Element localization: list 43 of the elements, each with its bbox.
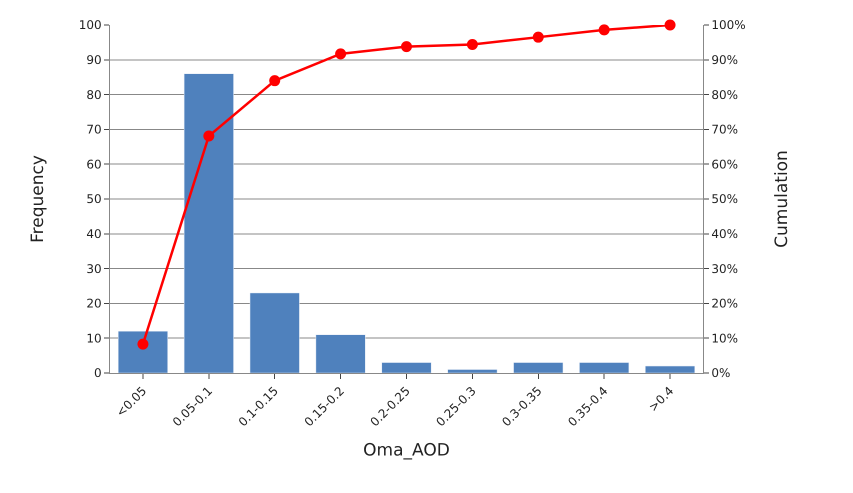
y-tick-label: 30 (86, 262, 102, 276)
bar (579, 362, 630, 373)
y2-tick-label: 70% (711, 122, 738, 137)
y2-tick-label: 10% (711, 331, 738, 346)
point (401, 41, 412, 52)
y-tick-label: 40 (86, 227, 102, 241)
y2-tick-label: 90% (711, 53, 738, 67)
y2-tick-label: 20% (711, 296, 738, 311)
y-tick-label: 70 (86, 122, 102, 137)
y-tick-label: 20 (86, 296, 102, 311)
bar (447, 369, 498, 373)
point (466, 38, 478, 50)
y2-tick-label: 80% (711, 88, 738, 102)
bar (184, 73, 234, 373)
point (137, 338, 148, 350)
point (203, 130, 214, 142)
y2-tick-label: 60% (711, 157, 738, 172)
y2-tick-label: 40% (711, 227, 738, 241)
bar (118, 330, 168, 373)
y-tick-label: 80 (86, 88, 102, 102)
y2-tick-label: 30% (711, 262, 738, 276)
y-tick-label: 0 (94, 366, 102, 380)
y-tick-label: 100 (78, 18, 102, 32)
point (269, 75, 280, 86)
bar (316, 334, 366, 373)
y-tick-label: 10 (86, 331, 102, 346)
y2-tick-label: 0% (711, 366, 730, 380)
point (664, 20, 676, 30)
bar (382, 362, 432, 373)
bar (645, 366, 696, 373)
y-tick-label: 50 (86, 192, 102, 206)
point (335, 48, 346, 60)
y2-tick-label: 100% (711, 18, 746, 32)
bar (250, 292, 300, 373)
y2-axis-title: Cumulation (772, 150, 792, 248)
point (598, 24, 610, 36)
y-tick-label: 90 (86, 53, 102, 67)
bar (513, 362, 564, 373)
x-axis-title: Oma_AOD (363, 440, 450, 461)
point (532, 32, 544, 43)
y2-tick-label: 50% (711, 192, 738, 206)
y-axis-title: Frequency (28, 155, 48, 243)
y-tick-label: 60 (86, 157, 102, 172)
